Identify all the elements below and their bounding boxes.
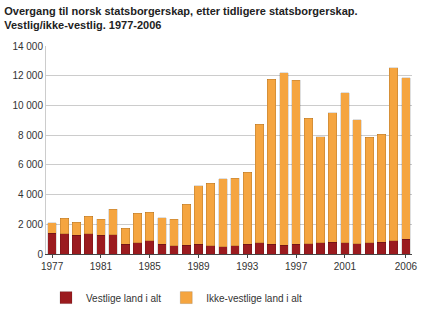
svg-text:Overgang til norsk statsborger: Overgang til norsk statsborgerskap, ette…: [4, 5, 357, 31]
svg-text:14 000: 14 000: [12, 41, 43, 52]
svg-text:1997: 1997: [285, 261, 308, 272]
svg-text:1985: 1985: [139, 261, 162, 272]
svg-text:4 000: 4 000: [18, 189, 43, 200]
svg-text:12 000: 12 000: [12, 70, 43, 81]
svg-text:1981: 1981: [90, 261, 113, 272]
svg-text:2 000: 2 000: [18, 219, 43, 230]
svg-text:1993: 1993: [236, 261, 259, 272]
svg-text:Vestlige land i alt: Vestlige land i alt: [86, 293, 161, 304]
svg-text:2006: 2006: [395, 261, 418, 272]
svg-text:1977: 1977: [41, 261, 64, 272]
svg-text:6 000: 6 000: [18, 159, 43, 170]
svg-text:2001: 2001: [334, 261, 357, 272]
svg-text:10 000: 10 000: [12, 100, 43, 111]
svg-text:0: 0: [37, 249, 43, 260]
svg-text:1989: 1989: [187, 261, 210, 272]
svg-text:8 000: 8 000: [18, 130, 43, 141]
svg-text:Ikke-vestlige land i alt: Ikke-vestlige land i alt: [206, 293, 302, 304]
